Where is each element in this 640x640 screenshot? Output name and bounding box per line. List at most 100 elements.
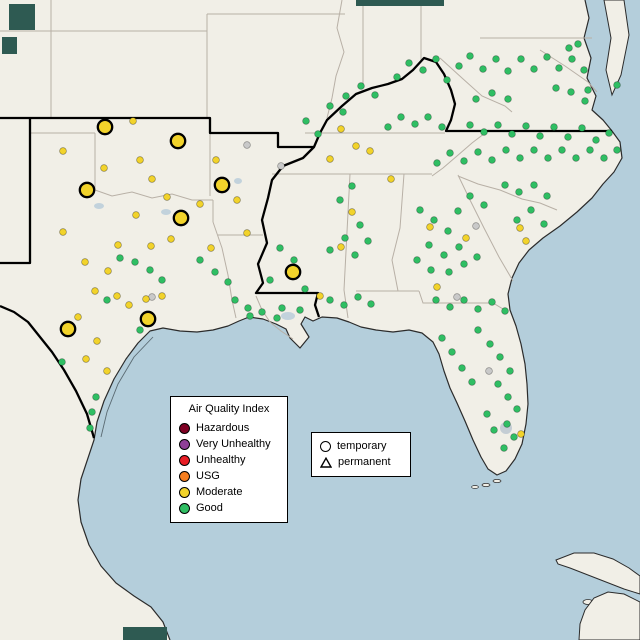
monitor-dot-moderate[interactable]: [426, 223, 434, 231]
monitor-dot-good[interactable]: [613, 146, 621, 154]
monitor-dot-unknown[interactable]: [472, 222, 480, 230]
monitor-dot-moderate[interactable]: [147, 242, 155, 250]
monitor-dot-good[interactable]: [605, 129, 613, 137]
monitor-dot-good[interactable]: [474, 305, 482, 313]
monitor-dot-good[interactable]: [446, 149, 454, 157]
monitor-dot-moderate[interactable]: [103, 367, 111, 375]
monitor-dot-moderate[interactable]: [148, 175, 156, 183]
monitor-dot-good[interactable]: [244, 304, 252, 312]
monitor-dot-good[interactable]: [427, 266, 435, 274]
monitor-dot-good[interactable]: [488, 89, 496, 97]
monitor-dot-good[interactable]: [342, 92, 350, 100]
monitor-dot-good[interactable]: [527, 206, 535, 214]
monitor-dot-moderate[interactable]: [142, 295, 150, 303]
monitor-dot-good[interactable]: [501, 307, 509, 315]
monitor-dot-good[interactable]: [432, 55, 440, 63]
monitor-dot-good[interactable]: [580, 66, 588, 74]
monitor-dot-moderate[interactable]: [337, 125, 345, 133]
monitor-temporary-moderate[interactable]: [169, 132, 187, 150]
monitor-dot-good[interactable]: [430, 216, 438, 224]
monitor-dot-good[interactable]: [339, 108, 347, 116]
monitor-dot-good[interactable]: [564, 133, 572, 141]
monitor-dot-good[interactable]: [246, 312, 254, 320]
monitor-dot-unknown[interactable]: [485, 367, 493, 375]
monitor-dot-good[interactable]: [513, 216, 521, 224]
monitor-dot-good[interactable]: [405, 59, 413, 67]
monitor-dot-good[interactable]: [490, 426, 498, 434]
monitor-dot-good[interactable]: [88, 408, 96, 416]
monitor-dot-good[interactable]: [492, 55, 500, 63]
monitor-dot-moderate[interactable]: [82, 355, 90, 363]
monitor-dot-good[interactable]: [158, 276, 166, 284]
monitor-dot-good[interactable]: [444, 227, 452, 235]
monitor-dot-good[interactable]: [314, 130, 322, 138]
monitor-dot-good[interactable]: [336, 196, 344, 204]
monitor-dot-good[interactable]: [488, 298, 496, 306]
monitor-dot-good[interactable]: [433, 159, 441, 167]
monitor-dot-good[interactable]: [432, 296, 440, 304]
monitor-dot-good[interactable]: [486, 340, 494, 348]
monitor-dot-good[interactable]: [92, 393, 100, 401]
monitor-dot-good[interactable]: [567, 88, 575, 96]
monitor-dot-good[interactable]: [454, 207, 462, 215]
monitor-dot-good[interactable]: [278, 304, 286, 312]
monitor-dot-good[interactable]: [613, 81, 621, 89]
monitor-dot-good[interactable]: [543, 192, 551, 200]
monitor-dot-good[interactable]: [466, 121, 474, 129]
monitor-dot-moderate[interactable]: [212, 156, 220, 164]
monitor-dot-good[interactable]: [552, 84, 560, 92]
monitor-dot-good[interactable]: [517, 55, 525, 63]
monitor-dot-good[interactable]: [474, 326, 482, 334]
monitor-dot-good[interactable]: [540, 220, 548, 228]
monitor-dot-good[interactable]: [425, 241, 433, 249]
monitor-dot-moderate[interactable]: [316, 292, 324, 300]
monitor-dot-moderate[interactable]: [348, 208, 356, 216]
monitor-dot-good[interactable]: [568, 55, 576, 63]
monitor-dot-good[interactable]: [494, 121, 502, 129]
monitor-dot-moderate[interactable]: [337, 243, 345, 251]
monitor-dot-moderate[interactable]: [125, 301, 133, 309]
monitor-dot-good[interactable]: [357, 82, 365, 90]
monitor-dot-good[interactable]: [504, 95, 512, 103]
monitor-dot-good[interactable]: [116, 254, 124, 262]
monitor-dot-good[interactable]: [479, 65, 487, 73]
monitor-dot-good[interactable]: [600, 154, 608, 162]
monitor-dot-good[interactable]: [513, 405, 521, 413]
monitor-temporary-moderate[interactable]: [139, 310, 157, 328]
monitor-dot-good[interactable]: [460, 157, 468, 165]
monitor-dot-moderate[interactable]: [387, 175, 395, 183]
monitor-dot-good[interactable]: [506, 367, 514, 375]
monitor-dot-good[interactable]: [411, 120, 419, 128]
monitor-dot-good[interactable]: [273, 314, 281, 322]
monitor-dot-good[interactable]: [581, 97, 589, 105]
monitor-dot-good[interactable]: [455, 62, 463, 70]
monitor-dot-good[interactable]: [504, 67, 512, 75]
monitor-dot-good[interactable]: [326, 246, 334, 254]
monitor-dot-moderate[interactable]: [516, 224, 524, 232]
monitor-dot-good[interactable]: [445, 268, 453, 276]
monitor-dot-good[interactable]: [536, 132, 544, 140]
monitor-dot-good[interactable]: [474, 148, 482, 156]
monitor-dot-good[interactable]: [413, 256, 421, 264]
monitor-dot-good[interactable]: [504, 393, 512, 401]
monitor-dot-good[interactable]: [578, 124, 586, 132]
monitor-dot-good[interactable]: [574, 40, 582, 48]
monitor-dot-moderate[interactable]: [91, 287, 99, 295]
monitor-dot-good[interactable]: [296, 306, 304, 314]
monitor-dot-moderate[interactable]: [59, 147, 67, 155]
monitor-temporary-moderate[interactable]: [59, 320, 77, 338]
monitor-dot-good[interactable]: [136, 326, 144, 334]
monitor-dot-good[interactable]: [351, 251, 359, 259]
monitor-dot-good[interactable]: [131, 258, 139, 266]
monitor-temporary-moderate[interactable]: [172, 209, 190, 227]
monitor-dot-good[interactable]: [488, 156, 496, 164]
monitor-dot-good[interactable]: [103, 296, 111, 304]
monitor-dot-moderate[interactable]: [136, 156, 144, 164]
monitor-dot-unknown[interactable]: [243, 141, 251, 149]
monitor-dot-good[interactable]: [544, 154, 552, 162]
monitor-dot-good[interactable]: [558, 146, 566, 154]
monitor-dot-good[interactable]: [550, 123, 558, 131]
monitor-dot-moderate[interactable]: [74, 313, 82, 321]
monitor-temporary-moderate[interactable]: [284, 263, 302, 281]
monitor-dot-good[interactable]: [458, 364, 466, 372]
